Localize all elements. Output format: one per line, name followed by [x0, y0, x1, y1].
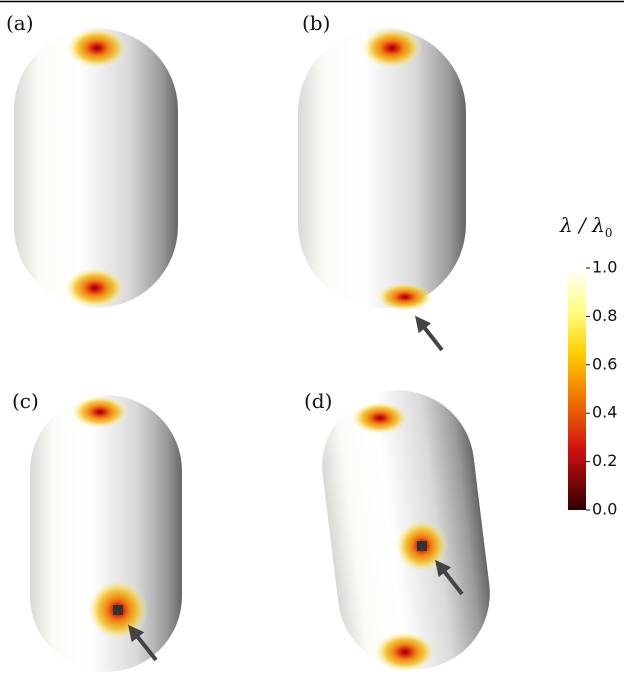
- capsule-b: [298, 28, 466, 350]
- colorbar-tick-label: 0.4: [592, 403, 617, 422]
- panel-label: (b): [302, 11, 330, 35]
- panel-label: (c): [12, 389, 39, 413]
- colorbar-tick-label: 0.0: [592, 500, 617, 519]
- colorbar-tick-label: 0.2: [592, 451, 617, 470]
- figure: (a) (b) (c) (d) λ / λ0 1.0 0.8 0.6 0.4 0.2 0.…: [0, 0, 624, 677]
- capsule-c: [30, 395, 182, 672]
- panel-label: (a): [6, 11, 34, 35]
- colorbar-title: λ / λ0: [559, 213, 612, 240]
- colorbar-tick-label: 1.0: [592, 258, 617, 277]
- capsule-a: [14, 28, 178, 308]
- colorbar: [568, 268, 586, 510]
- colorbar-tick-label: 0.8: [592, 306, 617, 325]
- colorbar-title-text: λ / λ: [559, 213, 605, 237]
- colorbar-title-subscript: 0: [605, 226, 613, 240]
- colorbar-tick-label: 0.6: [592, 354, 617, 373]
- panel-label: (d): [304, 389, 332, 413]
- capsule-d: [314, 382, 499, 677]
